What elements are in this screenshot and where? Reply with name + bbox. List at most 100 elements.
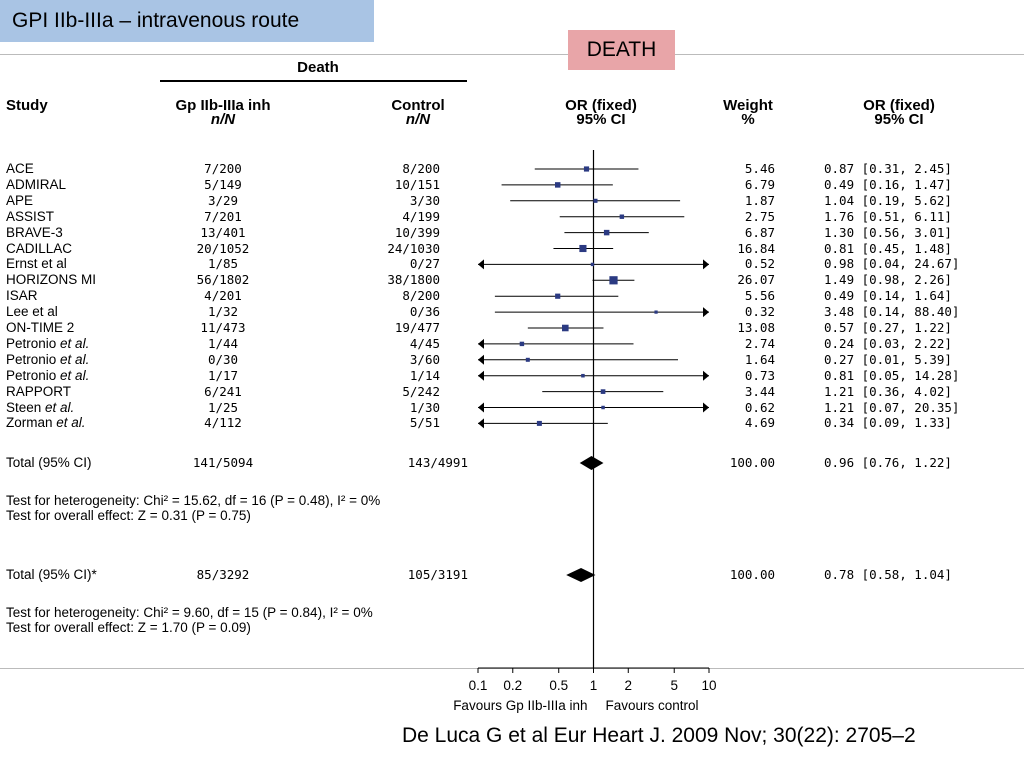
weight-value: 0.62 xyxy=(744,399,775,415)
or-ci-text: 1.30 [0.56, 3.01] xyxy=(824,224,952,240)
study-name-main: CADILLAC xyxy=(6,240,73,256)
gp-events: 0/30 xyxy=(207,351,239,367)
group-header-death: Death xyxy=(297,59,339,76)
point-estimate-square xyxy=(562,324,569,332)
ci-arrow-left xyxy=(478,259,484,270)
total-label: Total (95% CI)* xyxy=(6,567,97,582)
study-name: CADILLAC xyxy=(6,240,73,256)
study-name-etal: et al. xyxy=(60,351,90,367)
point-estimate-square xyxy=(554,182,561,188)
gp-events: 1/32 xyxy=(207,304,239,320)
study-name: ASSIST xyxy=(6,209,54,224)
pooled-diamond xyxy=(579,456,604,470)
study-name-main: RAPPORT xyxy=(6,383,72,399)
control-events: 1/14 xyxy=(409,367,440,383)
weight-value: 5.56 xyxy=(744,288,775,304)
overall-effect-test: Test for overall effect: Z = 1.70 (P = 0… xyxy=(6,620,251,635)
or-ci-text: 3.48 [0.14, 88.40] xyxy=(824,304,960,320)
header-weight-line2: % xyxy=(741,111,755,128)
total-or-ci-text: 0.78 [0.58, 1.04] xyxy=(824,567,952,582)
total-weight: 100.00 xyxy=(729,455,775,470)
total-control-events: 105/3191 xyxy=(407,567,468,582)
x-tick-label: 10 xyxy=(701,678,716,693)
study-name-main: Petronio xyxy=(6,351,61,367)
total-gp-events: 85/3292 xyxy=(196,567,250,582)
or-ci-text: 0.49 [0.14, 1.64] xyxy=(824,288,952,304)
total-label: Total (95% CI) xyxy=(6,455,92,470)
study-name-main: BRAVE-3 xyxy=(6,224,63,240)
study-name-main: Zorman xyxy=(6,415,57,431)
ci-arrow-right xyxy=(703,370,709,381)
gp-events: 20/1052 xyxy=(196,240,250,256)
ci-arrow-left xyxy=(478,354,484,365)
gp-events: 6/241 xyxy=(204,383,242,399)
control-events: 8/200 xyxy=(402,161,440,176)
control-events: 24/1030 xyxy=(387,240,440,256)
point-estimate-square xyxy=(603,229,610,236)
or-ci-text: 1.04 [0.19, 5.62] xyxy=(824,192,952,208)
weight-value: 2.74 xyxy=(744,335,775,351)
point-estimate-square xyxy=(581,373,585,378)
study-name: Zorman et al. xyxy=(6,416,86,430)
control-events: 4/45 xyxy=(409,335,440,351)
weight-value: 0.73 xyxy=(744,367,775,383)
or-ci-text: 0.57 [0.27, 1.22] xyxy=(824,320,952,335)
control-events: 38/1800 xyxy=(387,272,440,288)
gp-events: 7/200 xyxy=(204,161,242,176)
study-name-main: ACE xyxy=(6,161,34,176)
weight-value: 3.44 xyxy=(744,383,775,399)
or-ci-text: 1.21 [0.07, 20.35] xyxy=(824,399,960,415)
gp-events: 5/149 xyxy=(204,176,242,192)
or-ci-text: 1.21 [0.36, 4.02] xyxy=(824,383,952,399)
control-events: 5/51 xyxy=(409,415,440,431)
point-estimate-square xyxy=(536,420,542,426)
study-name-main: ON-TIME 2 xyxy=(6,320,75,335)
gp-events: 3/29 xyxy=(207,192,239,208)
study-name: HORIZONS MI xyxy=(6,273,96,287)
weight-value: 6.79 xyxy=(744,176,775,192)
gp-events: 56/1802 xyxy=(196,272,250,288)
gp-events: 1/17 xyxy=(207,367,239,383)
weight-value: 26.07 xyxy=(737,272,775,288)
gp-events: 4/112 xyxy=(204,415,242,431)
header-study: Study xyxy=(6,97,48,114)
gp-events: 1/85 xyxy=(207,256,239,272)
slide-title: GPI IIb-IIIa – intravenous route xyxy=(0,0,374,42)
point-estimate-square xyxy=(609,276,618,285)
control-events: 8/200 xyxy=(402,288,440,304)
gp-events: 1/44 xyxy=(207,335,239,351)
study-name-main: APE xyxy=(6,192,34,208)
ci-arrow-left xyxy=(478,418,484,429)
study-name: Petronio et al. xyxy=(6,367,89,383)
top-rule xyxy=(0,54,1024,55)
gp-events: 7/201 xyxy=(204,208,242,224)
or-ci-text: 0.98 [0.04, 24.67] xyxy=(824,256,960,272)
study-name-etal: et al. xyxy=(60,335,90,351)
study-name: APE xyxy=(6,192,34,208)
heterogeneity-test: Test for heterogeneity: Chi² = 9.60, df … xyxy=(6,605,373,620)
weight-value: 13.08 xyxy=(737,320,775,335)
point-estimate-square xyxy=(601,405,605,410)
favours-right-label: Favours control xyxy=(606,698,699,713)
study-name-main: Steen xyxy=(6,399,46,415)
control-events: 19/477 xyxy=(394,320,440,335)
weight-value: 4.69 xyxy=(744,415,775,431)
x-tick-label: 2 xyxy=(625,678,633,693)
study-name-etal: et al. xyxy=(56,415,86,431)
x-tick-label: 5 xyxy=(670,678,678,693)
point-estimate-square xyxy=(579,244,587,253)
or-ci-text: 1.76 [0.51, 6.11] xyxy=(824,208,952,224)
control-events: 0/36 xyxy=(409,304,440,320)
ci-arrow-right xyxy=(703,307,709,318)
header-or-plot-line1: OR (fixed) xyxy=(565,97,637,114)
or-ci-text: 0.34 [0.09, 1.33] xyxy=(824,415,952,431)
header-gp-line2: n/N xyxy=(210,111,236,128)
death-label: DEATH xyxy=(568,30,675,70)
x-tick-label: 0.1 xyxy=(469,678,488,693)
overall-effect-test: Test for overall effect: Z = 0.31 (P = 0… xyxy=(6,508,251,523)
study-name-main: Petronio xyxy=(6,367,61,383)
citation: De Luca G et al Eur Heart J. 2009 Nov; 3… xyxy=(402,724,916,747)
weight-value: 16.84 xyxy=(737,240,775,256)
or-ci-text: 0.81 [0.45, 1.48] xyxy=(824,240,952,256)
